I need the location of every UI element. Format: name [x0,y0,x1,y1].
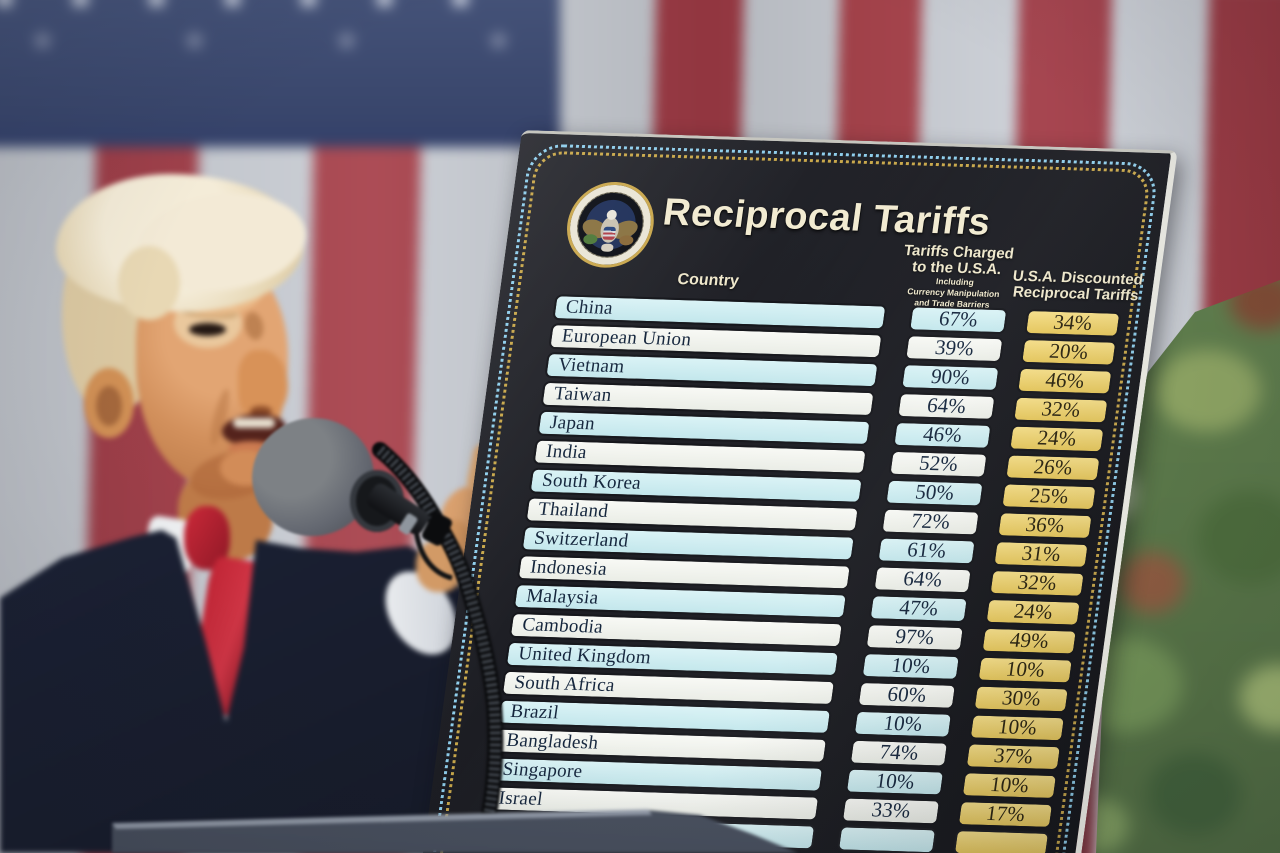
trump-hair-temple [118,246,180,320]
trump-ear-inner [96,386,122,426]
trump-teeth [233,418,275,428]
flag-star-icon [0,0,18,10]
trump-eye [189,323,226,336]
trump-nostril [250,406,272,416]
flag-canton [0,0,560,147]
